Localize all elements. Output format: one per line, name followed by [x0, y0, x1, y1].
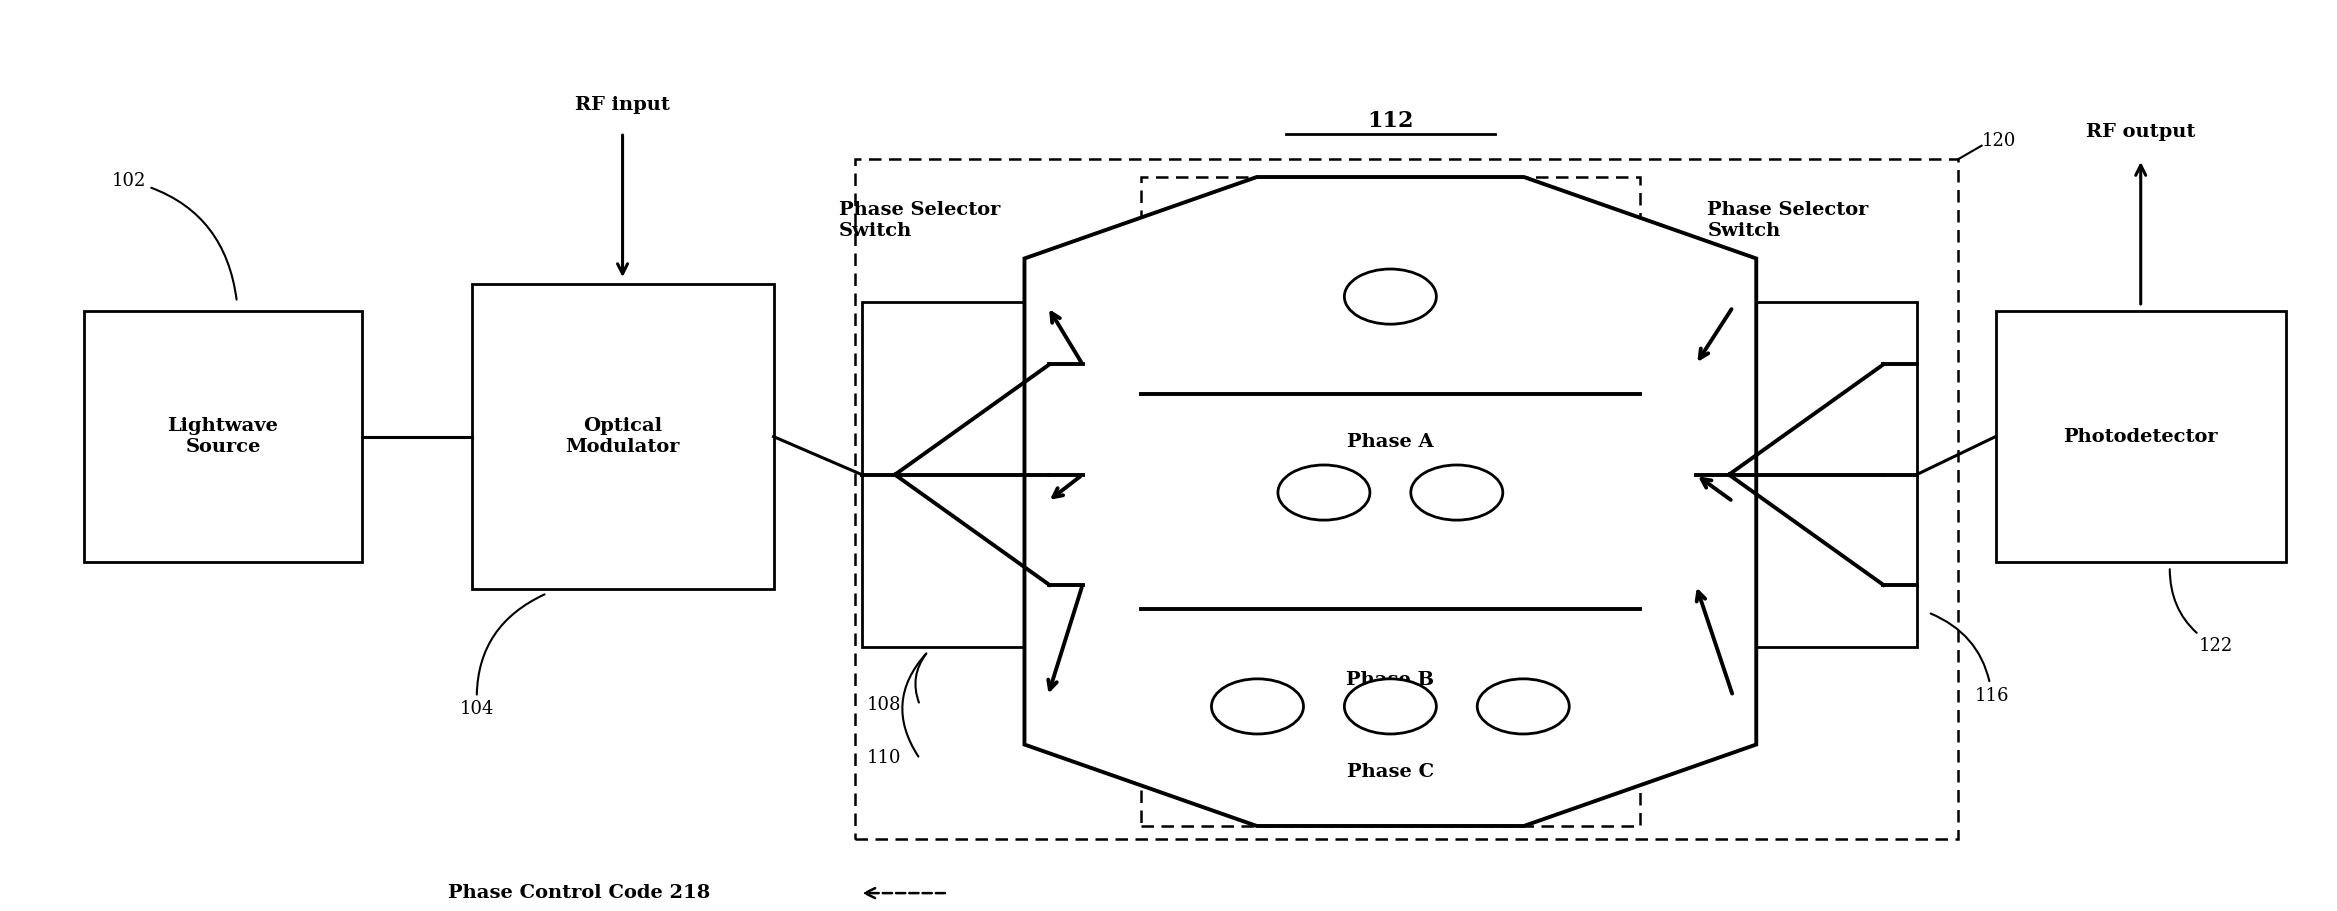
Text: Optical
Modulator: Optical Modulator [566, 417, 680, 456]
Text: 116: 116 [1930, 613, 2010, 705]
Ellipse shape [1477, 679, 1568, 734]
Text: 122: 122 [2169, 569, 2234, 655]
Bar [855, 159, 1958, 839]
Text: RF output: RF output [2087, 123, 2194, 141]
Bar [472, 284, 774, 589]
Bar [1996, 312, 2286, 562]
Ellipse shape [1278, 465, 1369, 520]
Text: 102: 102 [112, 172, 236, 300]
Bar [84, 312, 362, 562]
Text: 108: 108 [867, 696, 902, 713]
Bar [1140, 177, 1641, 826]
Bar [862, 302, 1082, 647]
Text: Lightwave
Source: Lightwave Source [168, 417, 278, 456]
Polygon shape [1024, 177, 1755, 826]
Bar [1697, 302, 1916, 647]
Text: Phase A: Phase A [1346, 433, 1433, 451]
Text: Phase C: Phase C [1346, 763, 1435, 781]
Text: 104: 104 [460, 594, 545, 718]
Text: Phase B: Phase B [1346, 671, 1435, 690]
Text: Phase Control Code 218: Phase Control Code 218 [449, 884, 710, 902]
Text: Photodetector: Photodetector [2064, 427, 2218, 445]
Ellipse shape [1344, 269, 1437, 324]
Ellipse shape [1344, 679, 1437, 734]
Text: 112: 112 [1367, 110, 1414, 132]
Ellipse shape [1412, 465, 1503, 520]
Ellipse shape [1211, 679, 1304, 734]
Text: RF input: RF input [575, 97, 671, 115]
Text: 120: 120 [1982, 132, 2017, 149]
Text: Phase Selector
Switch: Phase Selector Switch [1708, 201, 1870, 240]
Text: Phase Selector
Switch: Phase Selector Switch [839, 201, 1000, 240]
Text: 110: 110 [867, 750, 902, 767]
